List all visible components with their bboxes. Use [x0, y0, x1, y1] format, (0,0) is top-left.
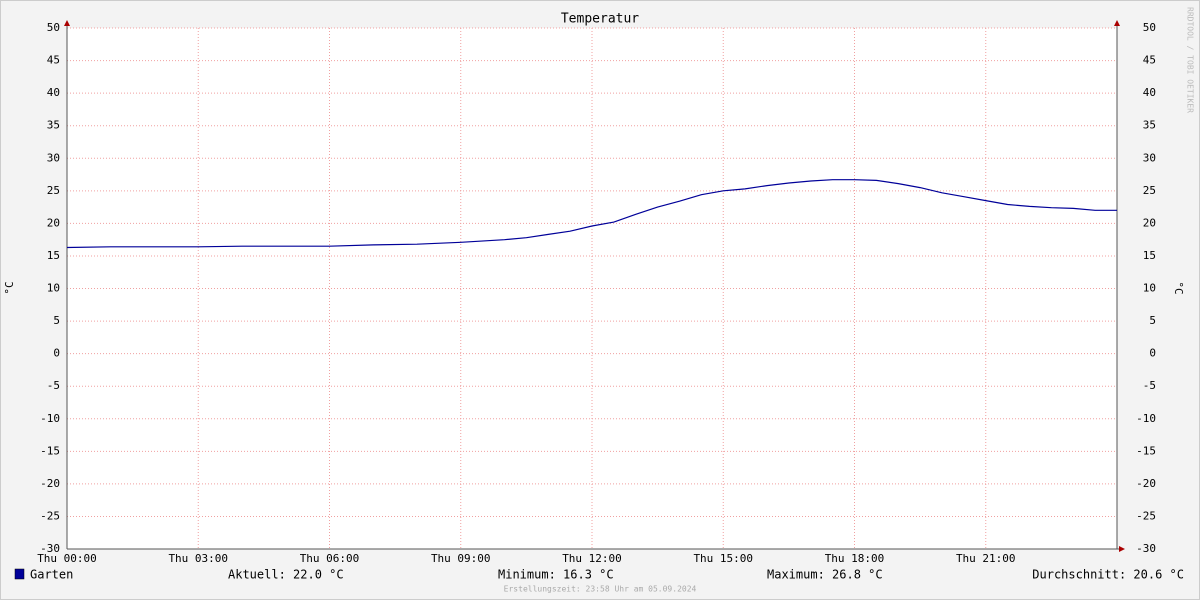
x-tick-label: Thu 03:00 [168, 552, 228, 565]
axis-arrow [1119, 546, 1125, 552]
x-tick-label: Thu 12:00 [562, 552, 622, 565]
y2-tick-label: 35 [1143, 119, 1156, 132]
y2-tick-label: -15 [1136, 444, 1156, 457]
y-tick-label: -30 [40, 542, 60, 555]
y-tick-label: 0 [53, 347, 60, 360]
y-tick-label: 10 [47, 282, 60, 295]
axis-arrow [1114, 20, 1120, 26]
x-tick-label: Thu 09:00 [431, 552, 491, 565]
y2-tick-label: 5 [1149, 314, 1156, 327]
y2-tick-label: -5 [1143, 379, 1156, 392]
stat: Maximum: 26.8 °C [767, 568, 883, 582]
y2-tick-label: 10 [1143, 282, 1156, 295]
stat: Aktuell: 22.0 °C [228, 568, 344, 582]
legend-swatch [14, 568, 25, 580]
data-line [66, 179, 1117, 249]
y2-axis-label: °C [1172, 281, 1185, 294]
y-tick-label: 40 [47, 86, 60, 99]
y2-tick-label: -20 [1136, 477, 1156, 490]
y2-tick-label: 50 [1143, 21, 1156, 34]
y2-tick-label: 30 [1143, 151, 1156, 164]
footer: Erstellungszeit: 23:58 Uhr am 05.09.2024 [504, 585, 697, 594]
y-axis-label: °C [3, 281, 16, 294]
y-tick-label: -15 [40, 444, 60, 457]
x-tick-label: Thu 21:00 [956, 552, 1016, 565]
x-tick-label: Thu 00:00 [37, 552, 97, 565]
y2-tick-label: -25 [1136, 509, 1156, 522]
y2-tick-label: -10 [1136, 412, 1156, 425]
y2-tick-label: 0 [1149, 347, 1156, 360]
chart-title: Temperatur [561, 12, 639, 27]
y2-tick-label: 25 [1143, 184, 1156, 197]
y2-tick-label: 45 [1143, 54, 1156, 67]
legend-label: Garten [30, 568, 73, 582]
y-tick-label: -5 [47, 379, 60, 392]
y-tick-label: 30 [47, 151, 60, 164]
y-tick-label: 5 [53, 314, 60, 327]
y-tick-label: 25 [47, 184, 60, 197]
x-tick-label: Thu 15:00 [693, 552, 753, 565]
y-tick-label: 20 [47, 216, 60, 229]
y-tick-label: -20 [40, 477, 60, 490]
y-tick-label: 50 [47, 21, 60, 34]
stat: Minimum: 16.3 °C [498, 568, 614, 582]
y-tick-label: -25 [40, 509, 60, 522]
x-tick-label: Thu 06:00 [300, 552, 360, 565]
y-tick-label: 45 [47, 54, 60, 67]
y2-tick-label: 40 [1143, 86, 1156, 99]
stat: Durchschnitt: 20.6 °C [1032, 568, 1184, 582]
y2-tick-label: 20 [1143, 216, 1156, 229]
y-tick-label: 15 [47, 249, 60, 262]
x-tick-label: Thu 18:00 [825, 552, 885, 565]
axis-arrow [64, 20, 70, 26]
y-tick-label: 35 [47, 119, 60, 132]
y-tick-label: -10 [40, 412, 60, 425]
y2-tick-label: -30 [1136, 542, 1156, 555]
watermark: RRDTOOL / TOBI OETIKER [1186, 7, 1195, 113]
y2-tick-label: 15 [1143, 249, 1156, 262]
